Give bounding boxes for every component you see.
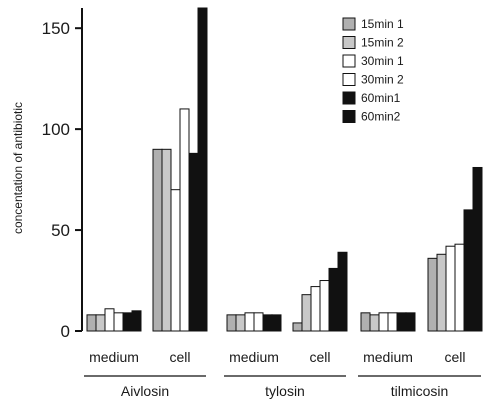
bar	[378, 312, 389, 332]
x-group-label: Aivlosin	[121, 383, 169, 399]
bar	[131, 310, 142, 332]
bar	[122, 312, 133, 332]
bar	[292, 322, 303, 332]
bar	[405, 312, 416, 332]
x-group-label: tilmicosin	[391, 383, 449, 399]
y-tick-label: 100	[42, 120, 70, 139]
bar	[436, 253, 447, 332]
legend-swatch	[342, 91, 356, 105]
bar	[310, 286, 321, 332]
legend-label: 15min 2	[361, 36, 404, 50]
legend-swatch	[342, 54, 356, 68]
bar	[387, 312, 398, 332]
bar	[262, 314, 273, 332]
bar	[235, 314, 246, 332]
y-tick-label: 0	[61, 322, 70, 341]
bar	[454, 243, 465, 332]
legend-label: 30min 2	[361, 73, 404, 87]
chart-legend: 15min 1 15min 2 30min 1 30min 2 60min1 60min2	[342, 17, 404, 124]
bar	[253, 312, 264, 332]
legend-label: 30min 1	[361, 54, 404, 68]
bar	[188, 152, 199, 332]
bar	[170, 189, 181, 332]
legend-label: 60min1	[361, 91, 401, 105]
legend-swatch	[342, 110, 356, 123]
bar	[445, 245, 456, 332]
legend-swatch	[342, 17, 356, 31]
x-category-label: medium	[89, 349, 139, 365]
y-tick-label: 50	[51, 221, 70, 240]
bar	[179, 108, 190, 332]
legend-swatch	[342, 36, 356, 49]
bar	[337, 251, 348, 332]
legend-swatch	[342, 73, 356, 86]
chart-axes: 0 50 100 150	[42, 8, 83, 341]
bar	[396, 312, 407, 332]
x-category-label: medium	[363, 349, 413, 365]
bar	[244, 312, 255, 332]
legend-label: 60min2	[361, 110, 401, 124]
bar	[369, 314, 380, 332]
bar	[360, 312, 371, 332]
x-axis-labels: medium cell Aivlosin medium cell tylosin mediu…	[84, 349, 481, 399]
bar	[104, 308, 115, 332]
x-category-label: medium	[229, 349, 279, 365]
bar	[271, 314, 282, 332]
bar	[226, 314, 237, 332]
bar	[113, 312, 124, 332]
y-tick-label: 150	[42, 19, 70, 38]
bar	[319, 280, 330, 332]
legend-label: 15min 1	[361, 17, 404, 31]
x-group-label: tylosin	[265, 383, 305, 399]
chart-bars	[86, 7, 483, 332]
bar	[472, 166, 483, 332]
x-category-label: cell	[444, 349, 465, 365]
x-category-label: cell	[169, 349, 190, 365]
bar	[152, 148, 163, 332]
bar	[427, 257, 438, 332]
bar	[86, 314, 97, 332]
bar	[463, 209, 474, 332]
bar	[301, 294, 312, 332]
x-category-label: cell	[309, 349, 330, 365]
bar	[328, 267, 339, 332]
bar	[161, 148, 172, 332]
bar	[197, 7, 208, 332]
bar	[95, 314, 106, 332]
y-axis-label: concentation of antibiotic	[11, 102, 25, 234]
